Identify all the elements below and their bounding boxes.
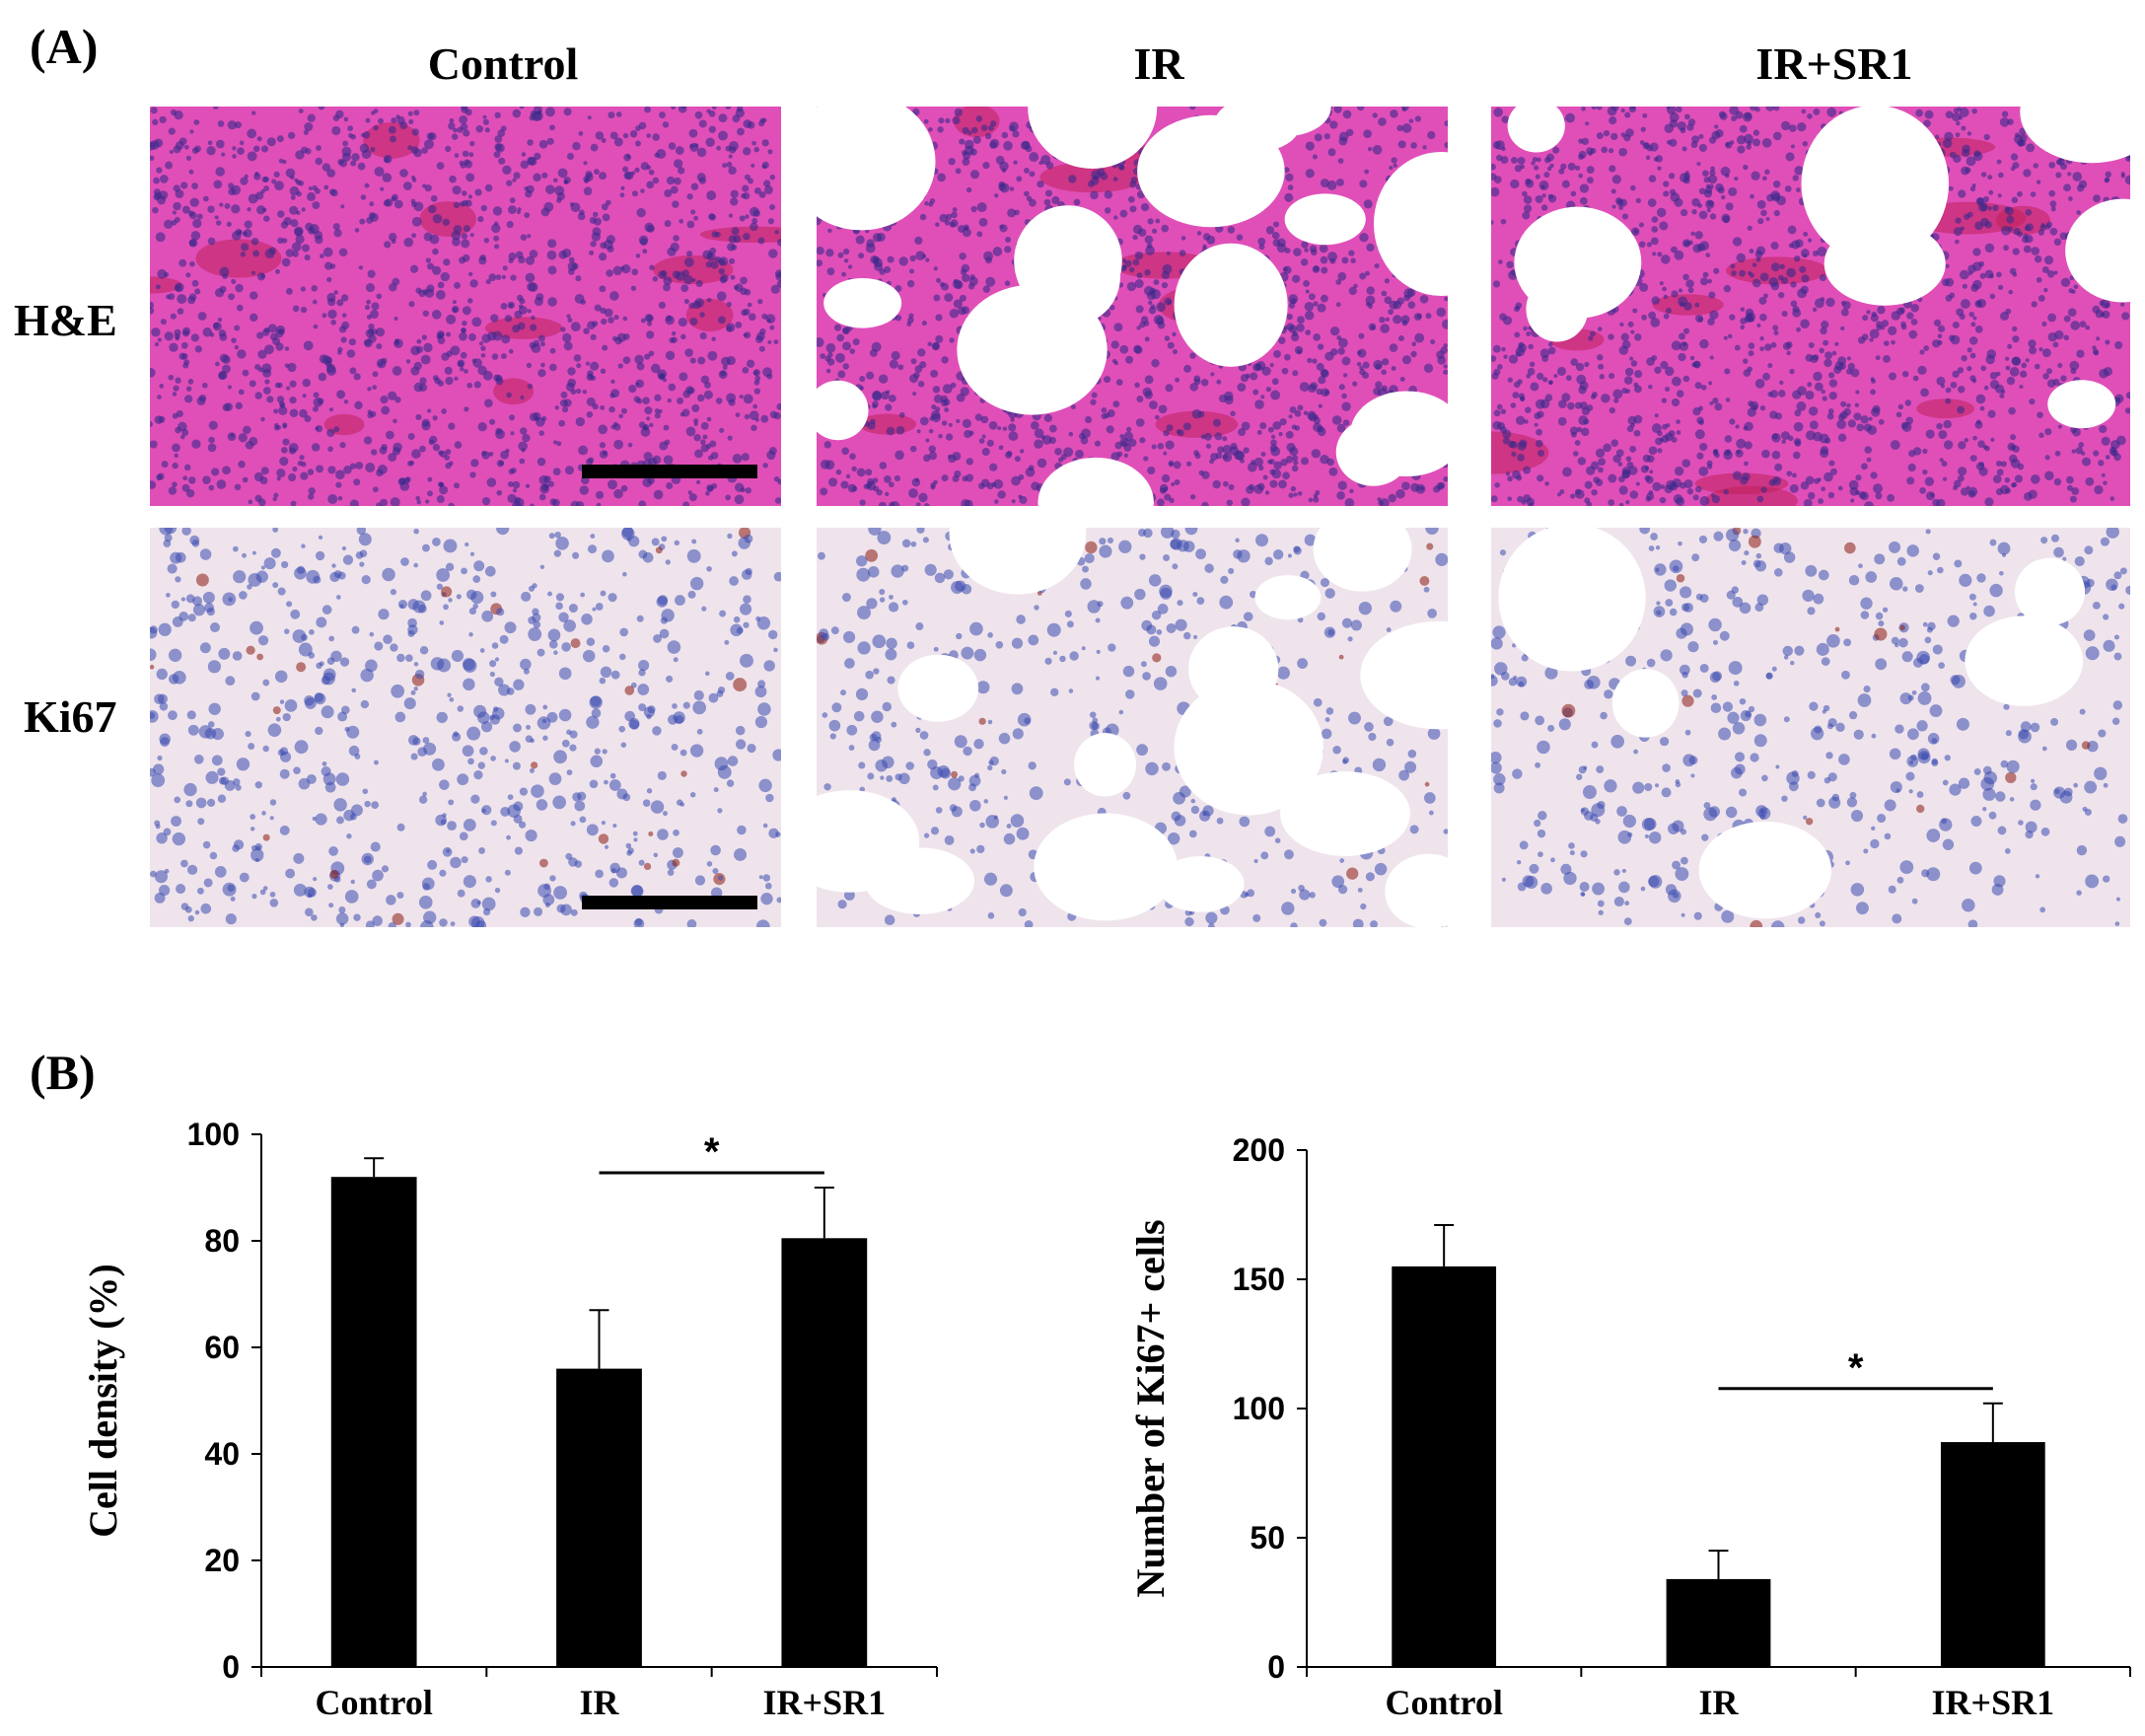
bar-control bbox=[330, 1177, 417, 1667]
x-category-label: IR bbox=[1698, 1683, 1739, 1722]
y-tick-label: 20 bbox=[204, 1543, 240, 1578]
x-category-label: IR+SR1 bbox=[1932, 1683, 2055, 1722]
bar-chart-2: 0 50 100 150 200 Control IR IR+SR1 * Number of Ki… bbox=[1128, 1132, 2131, 1722]
x-category-label: IR+SR1 bbox=[763, 1683, 887, 1722]
bar-ir-sr1 bbox=[781, 1238, 868, 1667]
micrograph-ki67-ir bbox=[817, 528, 1448, 927]
micrograph-ki67-ir-sr1 bbox=[1491, 528, 2130, 927]
micrograph-he-control bbox=[150, 107, 781, 506]
micrograph-he-ir bbox=[817, 107, 1448, 506]
y-tick-label: 80 bbox=[204, 1223, 240, 1259]
panel-b-label: (B) bbox=[30, 1045, 96, 1100]
y-tick-label: 100 bbox=[1233, 1391, 1285, 1426]
column-title-control: Control bbox=[427, 38, 579, 89]
y-tick-label: 0 bbox=[1267, 1649, 1285, 1685]
x-category-label: Control bbox=[1385, 1683, 1502, 1722]
y-tick-label: 150 bbox=[1233, 1262, 1285, 1297]
x-category-label: IR bbox=[579, 1683, 619, 1722]
micrograph-ki67-control bbox=[150, 528, 781, 927]
bar-ir bbox=[556, 1368, 642, 1667]
bar-ir bbox=[1666, 1578, 1771, 1667]
micrograph-he-ir-sr1 bbox=[1491, 107, 2130, 506]
y-tick-label: 50 bbox=[1250, 1520, 1285, 1555]
y-tick-label: 60 bbox=[204, 1330, 240, 1365]
column-title-ir-sr1: IR+SR1 bbox=[1755, 38, 1913, 89]
bar-ir-sr1 bbox=[1940, 1442, 2045, 1667]
y-axis-label: Number of Ki67+ cells bbox=[1128, 1219, 1173, 1597]
x-category-label: Control bbox=[315, 1683, 432, 1722]
row-label-ki67: Ki67 bbox=[24, 691, 117, 742]
bar-chart-1: 0 20 40 60 80 100 Control IR IR+SR1 * Cell density… bbox=[81, 1117, 938, 1722]
significance-star: * bbox=[1848, 1346, 1864, 1390]
y-tick-label: 100 bbox=[187, 1117, 240, 1152]
y-tick-label: 0 bbox=[222, 1649, 240, 1685]
significance-star: * bbox=[704, 1130, 720, 1174]
y-tick-label: 40 bbox=[204, 1436, 240, 1472]
row-label-he: H&E bbox=[14, 295, 117, 345]
y-tick-label: 200 bbox=[1233, 1132, 1285, 1168]
y-axis-label: Cell density (%) bbox=[81, 1264, 125, 1538]
bar-control bbox=[1392, 1266, 1497, 1667]
panel-a-label: (A) bbox=[30, 19, 99, 74]
column-title-ir: IR bbox=[1133, 38, 1184, 89]
